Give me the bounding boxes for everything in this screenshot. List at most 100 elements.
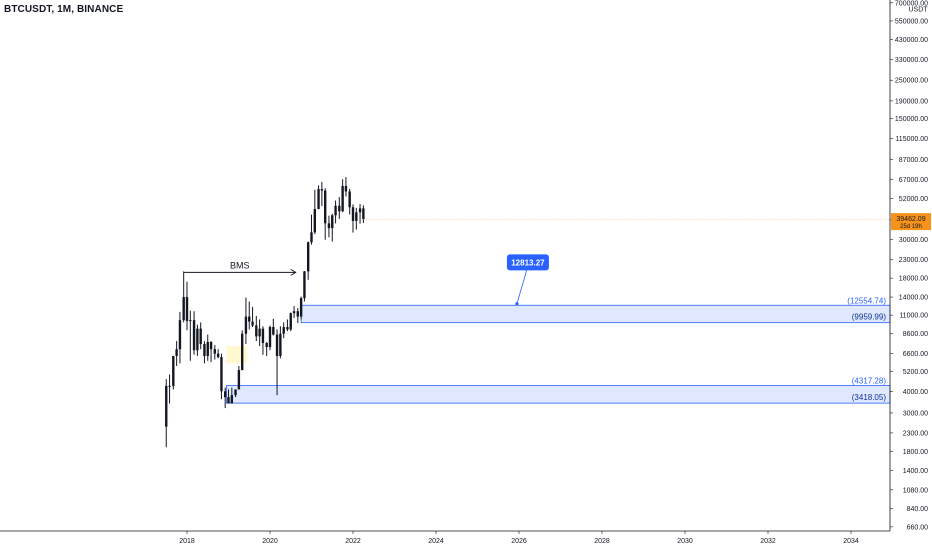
zone-top-label: (12554.74) (847, 296, 886, 305)
y-tick-label: 2300.00 (903, 430, 928, 437)
candle (216, 349, 220, 359)
candle-body (251, 321, 254, 326)
y-tick-label: 6600.00 (903, 351, 928, 358)
candle-body (272, 327, 275, 335)
x-tick-label: 2024 (428, 538, 444, 545)
candle (323, 188, 327, 240)
zone-top-label: (4317.28) (852, 377, 887, 386)
candle-body (220, 357, 223, 392)
candle (299, 296, 303, 320)
candle-body (203, 344, 206, 356)
candle-body (240, 333, 244, 371)
y-tick-label: 660.00 (907, 524, 929, 531)
candle-body (230, 395, 234, 404)
candle (310, 214, 313, 245)
y-tick-label: 52000.00 (899, 196, 928, 203)
y-tick-label: 840.00 (907, 506, 929, 513)
candle-body (323, 190, 327, 224)
y-tick-label: 11000.00 (899, 313, 928, 320)
bms-label: BMS (230, 260, 250, 270)
last-price-timer: 25d 19h (900, 224, 922, 230)
y-tick-label: 700000.00 (895, 0, 928, 7)
candle (296, 308, 300, 324)
candle (334, 200, 337, 224)
y-tick-label: 330000.00 (895, 57, 928, 64)
candle (213, 345, 217, 360)
y-tick-label: 250000.00 (895, 78, 928, 85)
candle (182, 271, 185, 323)
y-tick-label: 1400.00 (903, 468, 928, 475)
zone-0[interactable] (300, 304, 891, 324)
x-tick-label: 2020 (262, 538, 278, 545)
candle-body (320, 189, 324, 191)
candle (344, 177, 348, 197)
zones-layer: (12554.74) (9959.99) (4317.28) (3418.05) (226, 296, 891, 404)
candle-body (265, 343, 268, 348)
candle-body (289, 313, 292, 330)
candle (289, 312, 292, 332)
zone-bottom-label: (3418.05) (852, 393, 887, 402)
candle (223, 387, 227, 409)
candle (168, 374, 171, 404)
candles-layer (165, 177, 365, 448)
candle (355, 207, 358, 230)
candle-body (168, 385, 171, 387)
y-tick-label: 87000.00 (899, 157, 928, 164)
candle-body (182, 297, 185, 321)
candle (234, 389, 237, 398)
candle-body (292, 311, 296, 314)
candle (362, 205, 365, 223)
candle (189, 310, 192, 361)
candle (244, 297, 248, 345)
candle (255, 315, 258, 342)
candle-body (165, 385, 168, 427)
candle (279, 326, 282, 359)
candle-body (189, 320, 192, 322)
candle-body (282, 327, 285, 334)
candle-body (299, 298, 303, 317)
candle-body (199, 328, 202, 345)
candle (341, 179, 344, 213)
y-tick-label: 4000.00 (903, 389, 928, 396)
candle-body (216, 353, 220, 358)
candle (175, 341, 178, 366)
candle-body (306, 242, 310, 272)
candle (303, 270, 306, 302)
candle (306, 241, 310, 280)
candle (313, 189, 317, 235)
candle-body (268, 327, 272, 348)
candle-body (310, 232, 313, 243)
candle (192, 311, 196, 355)
callout-box[interactable] (506, 254, 549, 271)
candle (237, 365, 241, 390)
callout-label: 12813.27 (511, 258, 545, 267)
candle-body (317, 189, 320, 210)
candle (203, 341, 206, 364)
candle-body (192, 320, 196, 351)
candle (348, 188, 351, 215)
candle-body (341, 185, 344, 212)
candle (351, 204, 355, 233)
y-axis-unit: USDT (908, 7, 928, 14)
candle (165, 379, 168, 448)
candle-body (213, 349, 217, 354)
candle-body (334, 205, 337, 216)
zone-1[interactable] (226, 385, 891, 404)
y-tick-label: 67000.00 (899, 177, 928, 184)
candle-body (275, 334, 279, 356)
candle-body (313, 209, 317, 233)
candle-body (348, 191, 351, 208)
candle-body (237, 370, 241, 390)
candle (317, 185, 320, 210)
candle (275, 329, 279, 396)
candle-body (261, 328, 265, 344)
highlight-box (226, 346, 248, 364)
y-tick-label: 550000.00 (895, 18, 928, 25)
candle (230, 387, 234, 404)
candle (251, 306, 254, 328)
candle-body (248, 316, 251, 322)
candle (206, 334, 209, 361)
